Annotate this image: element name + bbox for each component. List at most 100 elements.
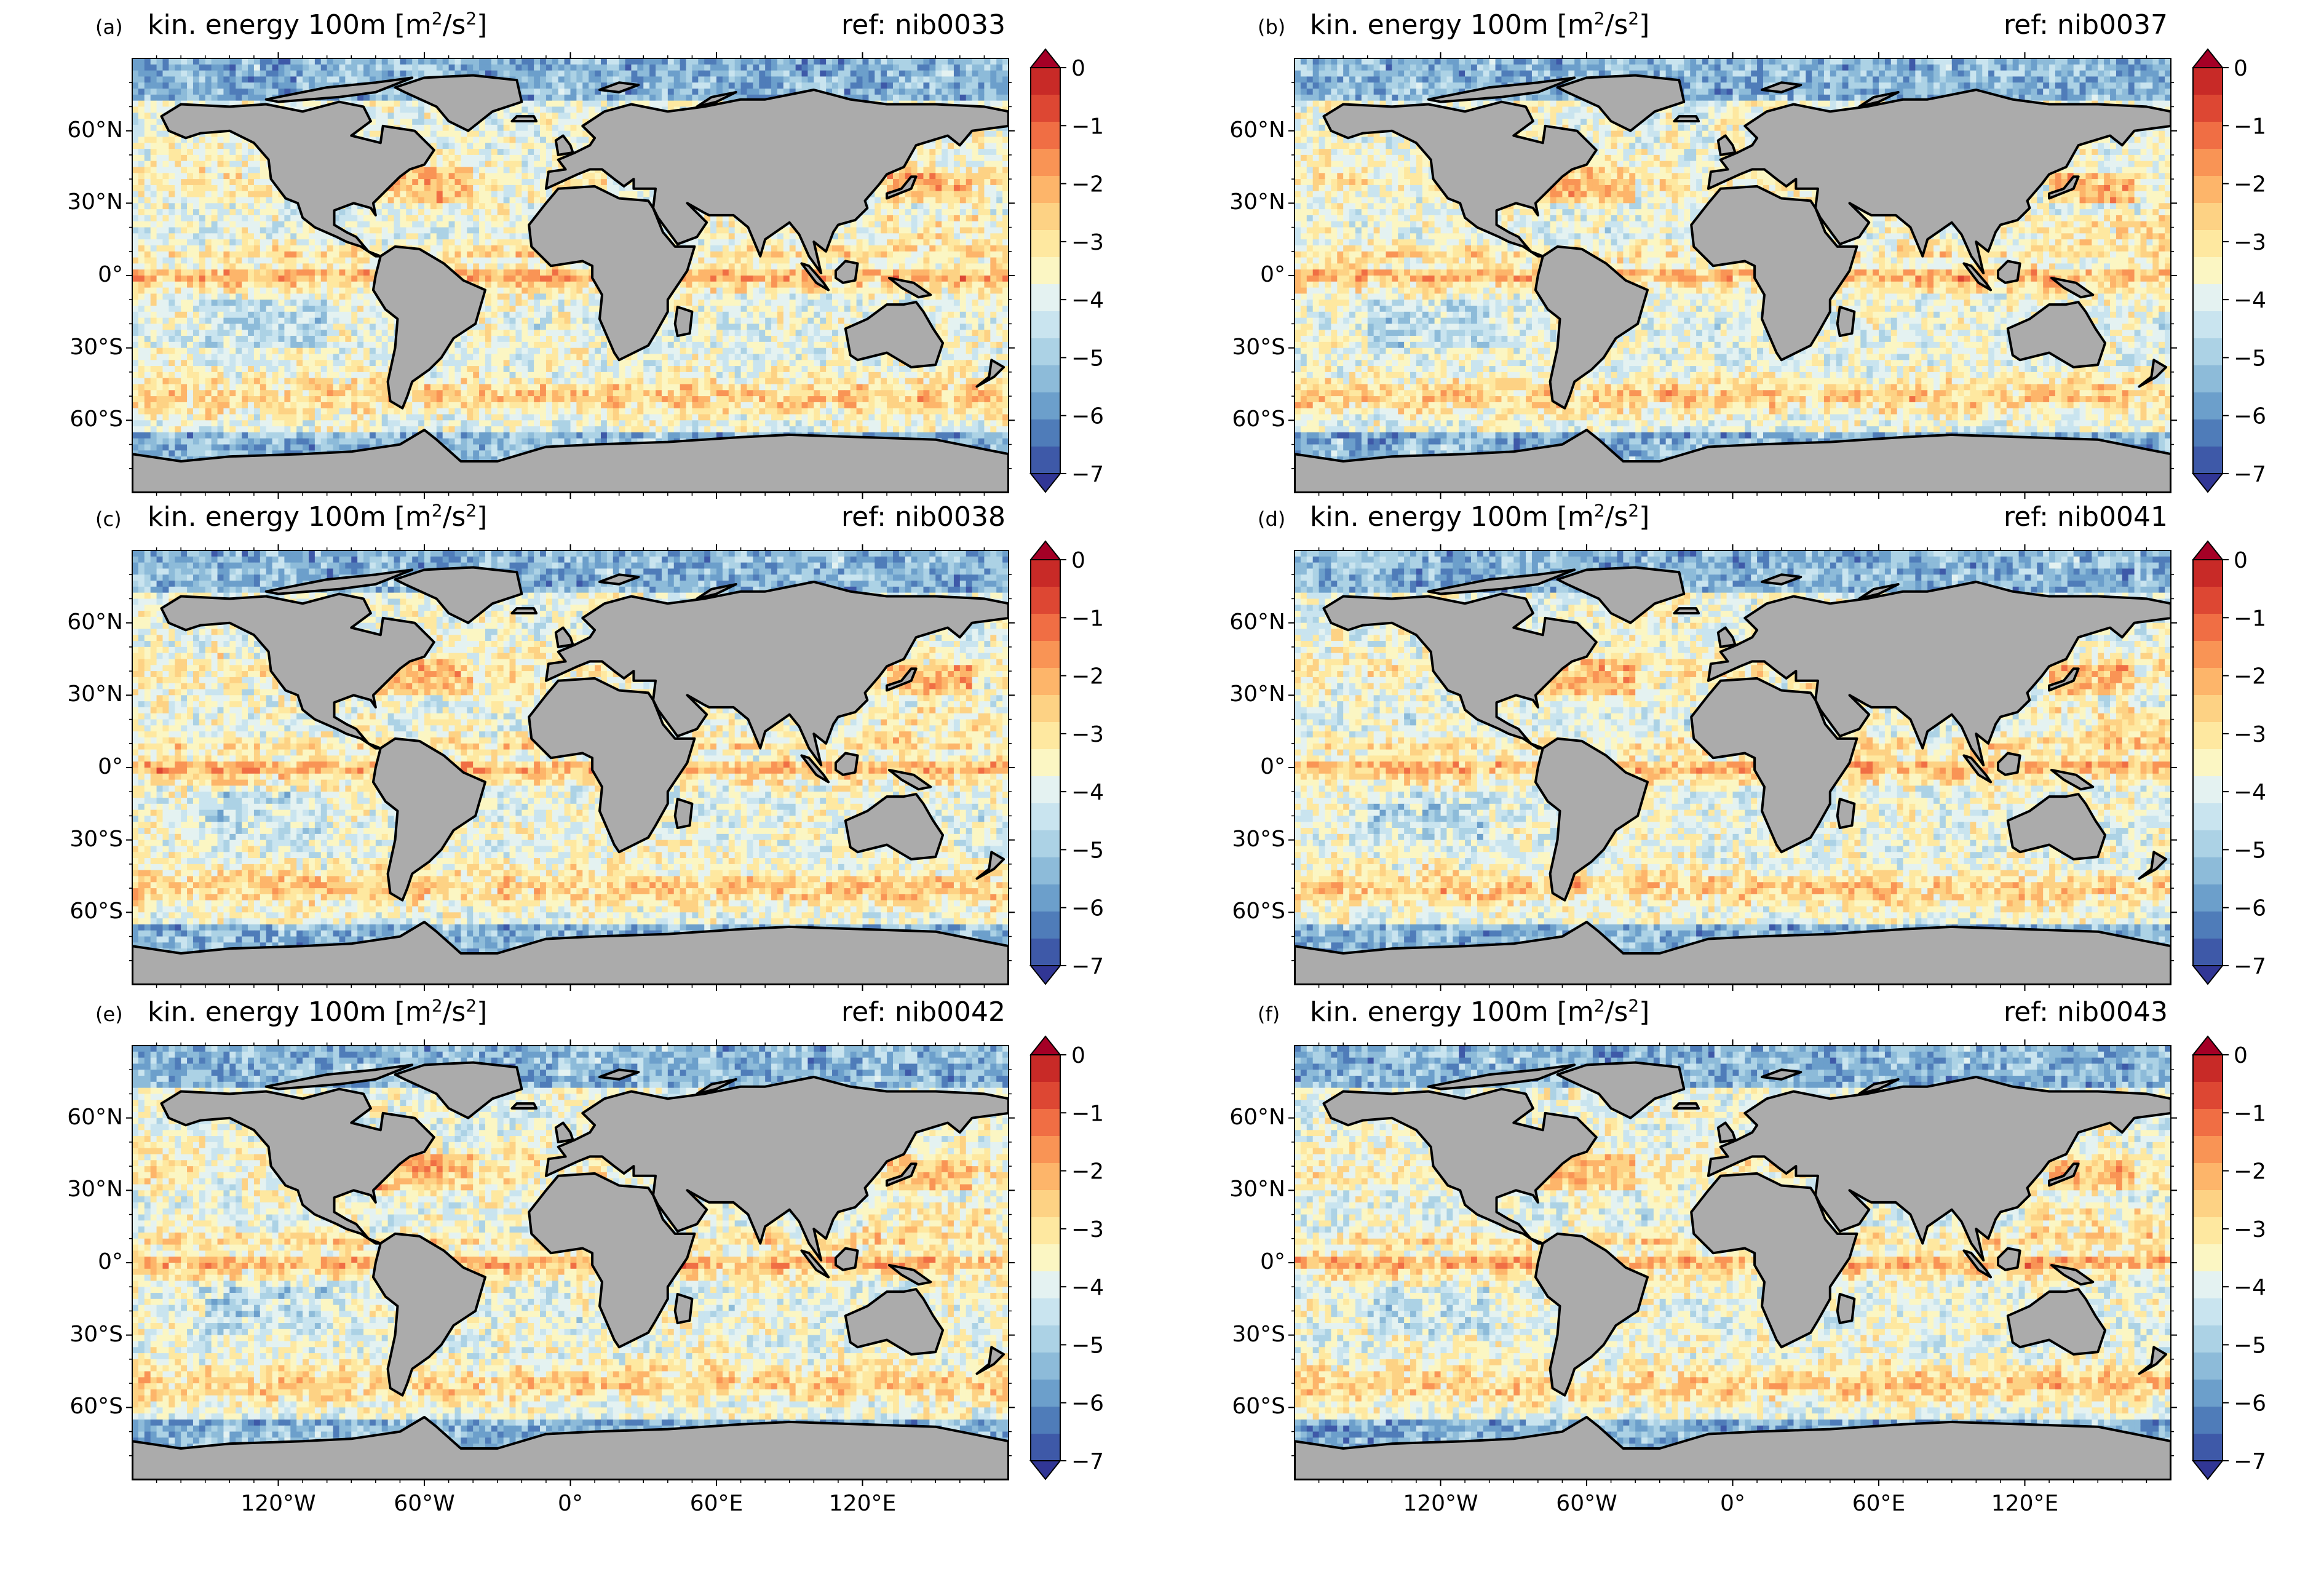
colorbar-tick-label: 0 [1071, 56, 1085, 81]
latitude-label: 30°S [61, 827, 123, 852]
map-panel-f: (f) kin. energy 100m [m2/s2] ref: nib0043 0… [1162, 987, 2318, 1492]
colorbar-tick-label: −6 [2234, 404, 2266, 429]
longitude-label: 0° [1684, 1491, 1782, 1516]
colorbar-tick-label: −1 [1071, 114, 1104, 139]
land-madagascar [1838, 799, 1855, 828]
latitude-label: 0° [1224, 1249, 1285, 1274]
colorbar-tick-label: −5 [2234, 346, 2266, 371]
colorbar-tick-label: −5 [1071, 838, 1104, 863]
latitude-label: 30°N [1224, 1177, 1285, 1202]
colorbar-tick-label: −7 [1071, 462, 1104, 487]
land-madagascar [1838, 1294, 1855, 1323]
latitude-label: 60°S [1224, 407, 1285, 432]
map-panel-c: (c) kin. energy 100m [m2/s2] ref: nib0038 0… [0, 492, 1156, 996]
colorbar-tick-label: −1 [1071, 606, 1104, 631]
colorbar-tick-label: −6 [1071, 1391, 1104, 1416]
colorbar: 0 −1 −2 −3 −4 −5 −6 −7 [1031, 541, 1104, 984]
land-madagascar [675, 307, 692, 336]
colorbar-tick-label: −3 [1071, 230, 1104, 255]
colorbar-tick-label: −4 [1071, 780, 1104, 805]
energy-field [1295, 550, 2171, 985]
colorbar-tick-label: 0 [2234, 56, 2248, 81]
colorbar-tick-label: −2 [2234, 172, 2266, 197]
colorbar-tick-label: −4 [2234, 780, 2266, 805]
longitude-label: 120°E [814, 1491, 912, 1516]
latitude-label: 0° [1224, 754, 1285, 779]
longitude-label: 120°W [1392, 1491, 1490, 1516]
energy-field [132, 550, 1009, 985]
colorbar-tick-label: 0 [2234, 548, 2248, 573]
map-svg: 0−1−2−3−4−5−6−7 [1162, 987, 2318, 1492]
colorbar-tick-label: −5 [2234, 1333, 2266, 1358]
colorbar-tick-label: −1 [2234, 1101, 2266, 1126]
latitude-label: 0° [61, 262, 123, 287]
land-iceland [512, 116, 537, 121]
land-madagascar [675, 799, 692, 828]
latitude-label: 30°S [61, 1322, 123, 1347]
longitude-label: 60°E [1830, 1491, 1928, 1516]
latitude-label: 60°N [61, 610, 123, 635]
longitude-label: 60°W [1537, 1491, 1636, 1516]
land-iceland [1675, 608, 1699, 613]
map-svg: 0−1−2−3−4−5−6−7 [1162, 492, 2318, 996]
energy-field [132, 58, 1009, 493]
colorbar-tick-label: −4 [1071, 1275, 1104, 1300]
map-panel-b: (b) kin. energy 100m [m2/s2] ref: nib0037 0… [1162, 0, 2318, 504]
colorbar-tick-label: −7 [2234, 954, 2266, 979]
colorbar: 0 −1 −2 −3 −4 −5 −6 −7 [1031, 1036, 1104, 1479]
longitude-label: 60°E [667, 1491, 766, 1516]
colorbar: 0−1−2−3−4−5−6−7 [2193, 49, 2266, 492]
colorbar-tick-label: −1 [1071, 1101, 1104, 1126]
colorbar-tick-label: −4 [2234, 288, 2266, 313]
latitude-label: 60°S [1224, 1394, 1285, 1419]
land-iceland [512, 608, 537, 613]
latitude-label: 60°S [61, 899, 123, 924]
map-panel-d: (d) kin. energy 100m [m2/s2] ref: nib0041 0… [1162, 492, 2318, 996]
colorbar-tick-label: −4 [2234, 1275, 2266, 1300]
latitude-label: 30°N [1224, 189, 1285, 215]
energy-field [132, 1046, 1009, 1480]
colorbar-tick-label: −6 [1071, 896, 1104, 921]
latitude-label: 30°S [1224, 1322, 1285, 1347]
colorbar-tick-label: −4 [1071, 288, 1104, 313]
latitude-label: 0° [61, 754, 123, 779]
colorbar-tick-label: 0 [1071, 548, 1085, 573]
land-madagascar [675, 1294, 692, 1323]
colorbar-tick-label: −3 [1071, 722, 1104, 747]
latitude-label: 30°N [61, 1177, 123, 1202]
latitude-label: 60°N [1224, 1105, 1285, 1130]
map-svg: 0 −1 −2 −3 −4 −5 −6 −7 [0, 987, 1156, 1492]
colorbar-tick-label: −7 [2234, 462, 2266, 487]
land-iceland [1675, 116, 1699, 121]
colorbar-tick-label: −7 [1071, 1449, 1104, 1474]
latitude-label: 60°S [61, 1394, 123, 1419]
colorbar-tick-label: 0 [2234, 1043, 2248, 1068]
colorbar-tick-label: −6 [2234, 896, 2266, 921]
colorbar-tick-label: −6 [1071, 404, 1104, 429]
colorbar-tick-label: −3 [2234, 1217, 2266, 1242]
colorbar-tick-label: 0 [1071, 1043, 1085, 1068]
colorbar-tick-label: −5 [1071, 1333, 1104, 1358]
latitude-label: 30°N [61, 681, 123, 707]
colorbar: 0−1−2−3−4−5−6−7 [2193, 1036, 2266, 1479]
colorbar-tick-label: −7 [1071, 954, 1104, 979]
colorbar-tick-label: −3 [2234, 722, 2266, 747]
latitude-label: 0° [61, 1249, 123, 1274]
colorbar-tick-label: −3 [1071, 1217, 1104, 1242]
map-svg: 0−1−2−3−4−5−6−7 [1162, 0, 2318, 504]
latitude-label: 60°S [1224, 899, 1285, 924]
latitude-label: 60°N [61, 1105, 123, 1130]
longitude-label: 60°W [375, 1491, 474, 1516]
map-panel-a: (a) kin. energy 100m [m2/s2] ref: nib0033 0… [0, 0, 1156, 504]
latitude-label: 60°N [1224, 610, 1285, 635]
map-panel-e: (e) kin. energy 100m [m2/s2] ref: nib0042 0… [0, 987, 1156, 1492]
energy-field [1295, 58, 2171, 493]
latitude-label: 30°N [61, 189, 123, 215]
latitude-label: 0° [1224, 262, 1285, 287]
land-madagascar [1838, 307, 1855, 336]
colorbar-tick-label: −2 [1071, 664, 1104, 689]
colorbar-tick-label: −2 [1071, 1159, 1104, 1185]
land-iceland [1675, 1103, 1699, 1108]
longitude-label: 0° [522, 1491, 620, 1516]
colorbar-tick-label: −3 [2234, 230, 2266, 255]
